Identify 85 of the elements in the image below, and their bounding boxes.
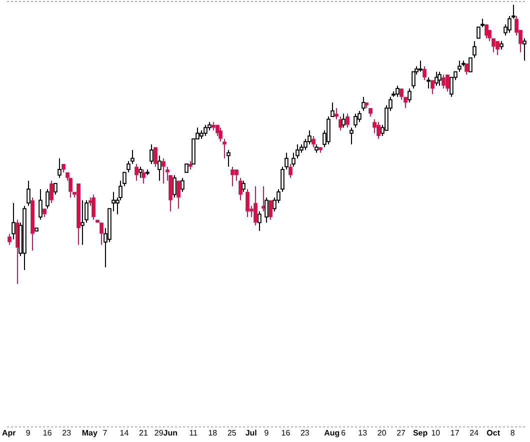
x-tick-label: Jun: [163, 428, 178, 438]
x-tick-label: 13: [358, 428, 368, 438]
x-tick-label: Aug: [324, 428, 340, 438]
candlestick: [8, 233, 12, 246]
candlestick: [42, 208, 46, 218]
candlestick: [226, 149, 230, 168]
x-tick-label: Apr: [2, 428, 16, 438]
x-tick-label: 23: [62, 428, 72, 438]
candlestick: [258, 210, 262, 232]
candlestick: [222, 138, 226, 159]
candlestick: [62, 164, 66, 173]
candlestick: [30, 196, 34, 251]
candlestick: [426, 76, 430, 90]
candlestick: [12, 202, 16, 240]
candlestick: [58, 158, 62, 178]
candlestick: [446, 74, 450, 92]
x-tick-label: 18: [208, 428, 218, 438]
x-tick-label: 7: [102, 428, 108, 438]
x-tick-label: 20: [377, 428, 387, 438]
candlestick: [100, 222, 104, 246]
candlestick: [254, 186, 258, 226]
candlestick: [430, 80, 434, 95]
x-tick-label: May: [82, 428, 98, 438]
candlestick: [346, 113, 350, 128]
candlestick: [442, 74, 446, 90]
candlestick: [142, 169, 146, 184]
candlestick: [92, 194, 96, 220]
candlestick: [76, 183, 80, 246]
candlestick: [522, 38, 526, 62]
candlestick: [376, 122, 380, 140]
candlestick: [246, 188, 250, 218]
x-tick-label: Oct: [486, 428, 500, 438]
candlestick: [268, 200, 272, 220]
candlestick: [26, 180, 30, 206]
candlestick: [176, 180, 180, 210]
candlestick: [422, 66, 426, 81]
candlestick: [312, 136, 316, 148]
candlestick: [212, 122, 216, 131]
x-tick-label: 25: [227, 428, 237, 438]
candlestick: [408, 88, 412, 104]
x-tick-label: 27: [396, 428, 406, 438]
x-tick-label: 23: [300, 428, 310, 438]
candlestick: [234, 170, 238, 182]
x-tick-label: 8: [510, 428, 516, 438]
candlestick: [418, 60, 422, 72]
x-tick-label: 14: [120, 428, 130, 438]
candlestick: [464, 63, 468, 76]
candlestick: [484, 24, 488, 39]
candlestick: [134, 163, 138, 182]
candlestick: [334, 108, 338, 120]
x-tick-label: 16: [42, 428, 52, 438]
x-tick-label: 10: [431, 428, 441, 438]
candlestick: [80, 200, 84, 246]
x-tick-label: 16: [281, 428, 291, 438]
candlestick: [404, 96, 408, 109]
candlestick: [50, 180, 54, 204]
candlestick: [162, 158, 166, 184]
candlestick: [22, 205, 26, 271]
candlestick: [154, 147, 158, 168]
x-tick-label: 17: [450, 428, 460, 438]
x-tick-label: 29: [154, 428, 164, 438]
x-tick-label: 11: [189, 428, 198, 438]
candlestick: [364, 102, 368, 109]
candlestick: [158, 155, 162, 182]
x-tick-label: Sep: [412, 428, 428, 438]
candlestick: [218, 127, 222, 142]
candlestick: [288, 163, 292, 178]
candlestick: [496, 41, 500, 56]
candlestick: [172, 174, 176, 198]
x-tick-label: 24: [470, 428, 480, 438]
candlestick: [318, 147, 322, 154]
candlestick: [368, 108, 372, 117]
candlestick: [188, 160, 192, 170]
candlestick: [400, 88, 404, 100]
candlestick: [242, 180, 246, 192]
x-tick-label: 9: [264, 428, 270, 438]
x-tick-label: 6: [341, 428, 346, 438]
candlestick: [230, 166, 234, 187]
x-tick-label: 21: [139, 428, 148, 438]
x-tick-label: Jul: [245, 428, 257, 438]
candlestick: [492, 38, 496, 53]
x-tick-label: 9: [26, 428, 31, 438]
candlestick: [350, 127, 354, 145]
candlestick: [38, 188, 42, 220]
candlestick: [500, 40, 504, 50]
